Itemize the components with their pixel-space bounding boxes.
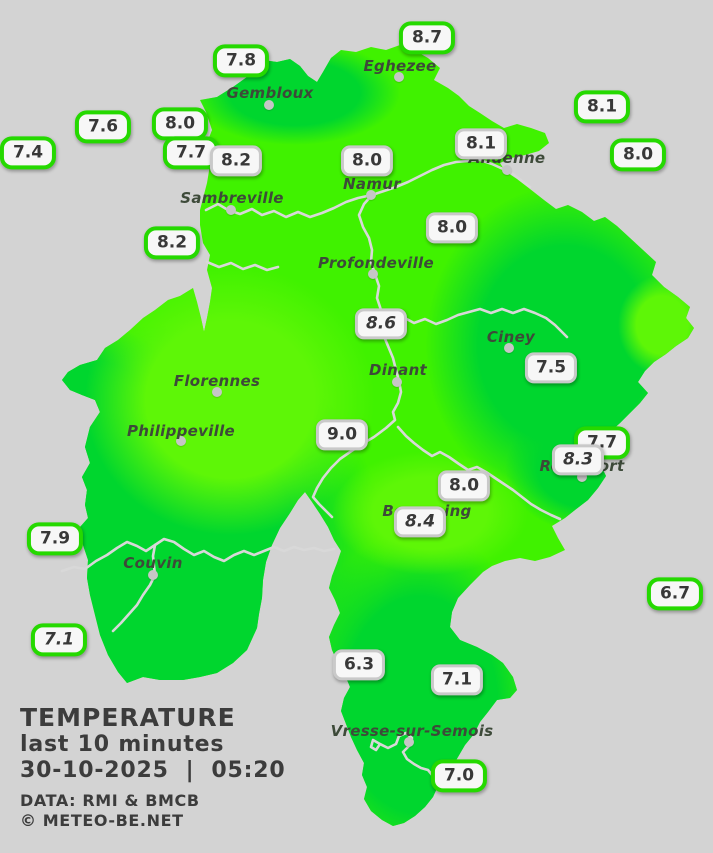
city-dot bbox=[392, 377, 402, 387]
temp-label: 7.9 bbox=[26, 522, 84, 556]
temp-label: 6.3 bbox=[332, 649, 386, 681]
river-bocq bbox=[379, 307, 569, 339]
temp-label: 8.2 bbox=[143, 226, 201, 260]
datetime-label: 30-10-2025 | 05:20 bbox=[20, 758, 286, 783]
city-dot bbox=[212, 387, 222, 397]
city-label: Profondeville bbox=[318, 254, 434, 272]
city-dot bbox=[366, 190, 376, 200]
temp-label: 8.0 bbox=[609, 138, 667, 172]
temp-label: 8.2 bbox=[209, 145, 263, 177]
temp-label: 7.8 bbox=[212, 44, 270, 78]
temp-label: 9.0 bbox=[315, 419, 369, 451]
city-label: Sambreville bbox=[180, 189, 284, 207]
city-dot bbox=[264, 100, 274, 110]
temp-label: 7.0 bbox=[430, 759, 488, 793]
temp-label: 8.1 bbox=[573, 90, 631, 124]
temp-label: 7.1 bbox=[430, 664, 484, 696]
river-couvin-branch bbox=[111, 543, 157, 633]
temp-label: 8.0 bbox=[340, 145, 394, 177]
river-viroin bbox=[60, 537, 336, 573]
city-dot bbox=[404, 737, 414, 747]
river-semois bbox=[369, 731, 439, 785]
temp-label: 8.7 bbox=[398, 21, 456, 55]
copyright: © METEO-BE.NET bbox=[20, 811, 184, 830]
city-dot bbox=[577, 472, 587, 482]
city-dot bbox=[226, 205, 236, 215]
city-dot bbox=[502, 165, 512, 175]
temp-label: 7.6 bbox=[74, 110, 132, 144]
river-lesse bbox=[396, 425, 562, 521]
city-label: Dinant bbox=[368, 361, 428, 379]
city-dot bbox=[176, 436, 186, 446]
temp-label: 7.4 bbox=[0, 136, 57, 170]
temp-label: 7.1 bbox=[30, 623, 88, 657]
city-label: Eghezee bbox=[363, 57, 437, 75]
city-label: Ciney bbox=[486, 328, 536, 346]
temp-label: 8.0 bbox=[437, 470, 491, 502]
data-source: DATA: RMI & BMCB bbox=[20, 791, 200, 810]
city-label: Namur bbox=[343, 175, 401, 193]
page-title: TEMPERATURE bbox=[20, 703, 236, 732]
city-dot bbox=[148, 570, 158, 580]
city-label: Philippeville bbox=[126, 422, 236, 440]
city-dot bbox=[368, 269, 378, 279]
city-label: Couvin bbox=[123, 554, 183, 572]
temp-label: 8.6 bbox=[354, 308, 408, 340]
subtitle: last 10 minutes bbox=[20, 732, 225, 757]
temp-label: 8.4 bbox=[393, 506, 447, 538]
city-dot bbox=[394, 72, 404, 82]
river-molignee bbox=[205, 260, 280, 272]
title-block: TEMPERATURE last 10 minutes 30-10-2025 |… bbox=[20, 703, 285, 831]
temp-label: 8.3 bbox=[551, 444, 605, 476]
temp-label: 8.1 bbox=[454, 128, 508, 160]
temp-label: 6.7 bbox=[646, 577, 704, 611]
city-label: Gembloux bbox=[226, 84, 314, 102]
city-label: Florennes bbox=[173, 372, 261, 390]
city-dot bbox=[504, 343, 514, 353]
city-label: Vresse-sur-Semois bbox=[330, 722, 494, 740]
temp-label: 8.0 bbox=[425, 212, 479, 244]
temp-label: 7.5 bbox=[524, 352, 578, 384]
